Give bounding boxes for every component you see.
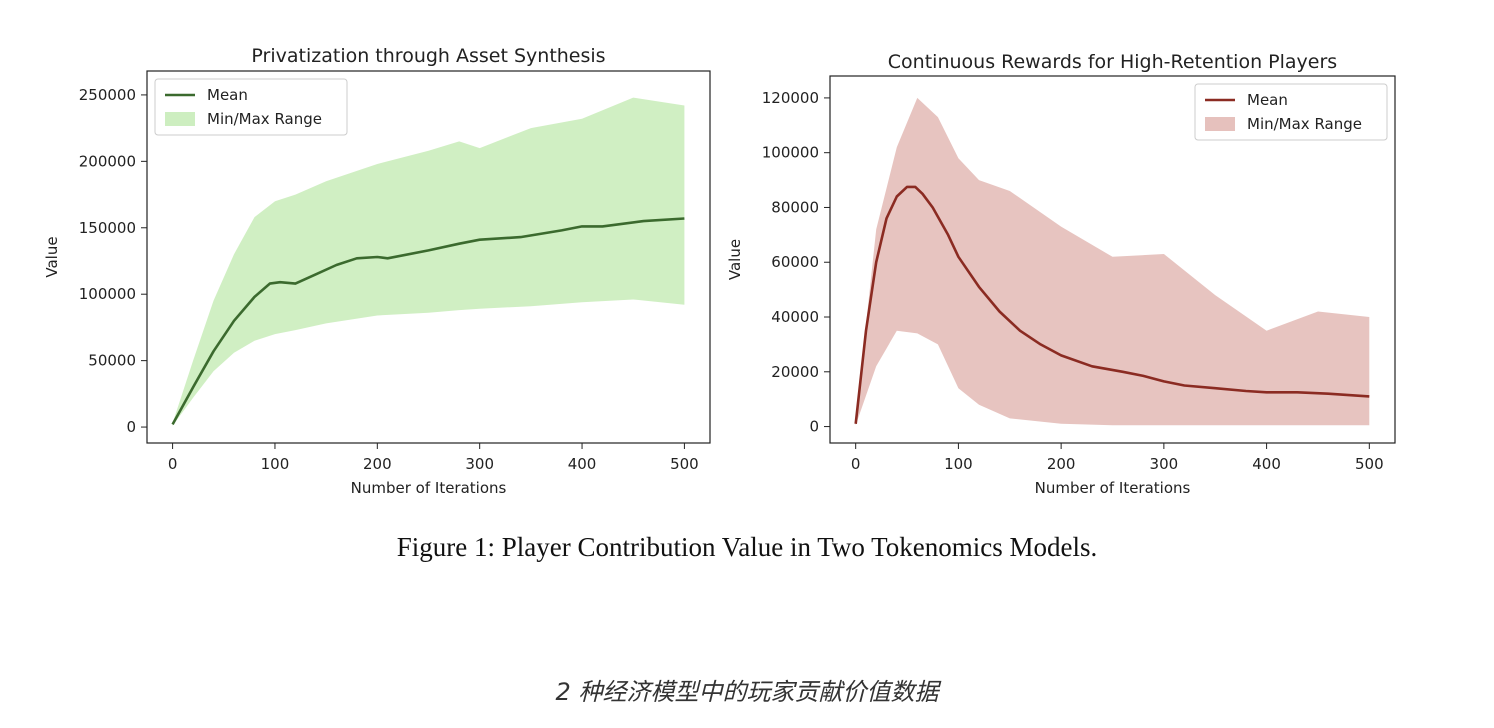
chart2-y-tick-label: 20000 (771, 363, 819, 381)
chart2-legend-box (1194, 83, 1388, 141)
chart2-legend: Mean Min/Max Range (1194, 83, 1388, 141)
chart2-x-tick-label: 200 (1047, 455, 1076, 473)
chart1-y-tick-label: 50000 (88, 352, 136, 370)
chart1-legend-band-label: Min/Max Range (207, 110, 322, 128)
chart2-mean-line (854, 185, 1370, 424)
chart1-legend-box (154, 78, 348, 136)
chart2-legend-band-swatch (1205, 117, 1235, 131)
chart2-y-axis-label: Value (726, 239, 744, 280)
chart2-group: 0 100 200 300 400 500 0 20000 40000 60000 80000 100… (726, 51, 1396, 497)
chart1-legend-band-swatch (165, 112, 195, 126)
chart2-minmax-band (855, 97, 1370, 426)
chart1-x-tick-label: 200 (363, 455, 392, 473)
chart1-title: Privatization through Asset Synthesis (251, 45, 605, 67)
chart2-y-tick-label: 120000 (762, 89, 819, 107)
chart1-plot-frame (146, 70, 711, 444)
image-caption: 2 种经济模型中的玩家贡献价值数据 (555, 678, 939, 706)
chart1-legend-mean-label: Mean (207, 86, 248, 104)
chart2-x-tick-label: 300 (1150, 455, 1179, 473)
chart2-x-axis-label: Number of Iterations (1035, 479, 1191, 497)
chart1-mean-line (171, 217, 685, 426)
chart2-x-tick-label: 500 (1355, 455, 1384, 473)
chart1-y-axis-label: Value (43, 236, 61, 277)
chart2-y-tick-label: 40000 (771, 308, 819, 326)
chart1-legend: Mean Min/Max Range (154, 78, 348, 136)
chart2-y-tick-label: 60000 (771, 253, 819, 271)
figure-caption: Figure 1: Player Contribution Value in T… (396, 532, 1098, 562)
chart1-x-tick-label: 100 (261, 455, 290, 473)
chart1-y-tick-label: 0 (126, 418, 136, 436)
chart1-x-tick-label: 500 (670, 455, 699, 473)
chart1-minmax-band (172, 97, 685, 426)
chart2-plot-frame (829, 75, 1396, 444)
chart1-y-tick-label: 250000 (79, 86, 136, 104)
chart1-x-tick-label: 0 (168, 455, 178, 473)
chart1-x-tick-label: 400 (568, 455, 597, 473)
chart2-legend-mean-label: Mean (1247, 91, 1288, 109)
chart2-x-tick-label: 0 (851, 455, 861, 473)
chart2-y-tick-label: 0 (809, 418, 819, 436)
chart2-y-tick-label: 100000 (762, 144, 819, 162)
chart2-x-tick-label: 100 (944, 455, 973, 473)
chart1-y-tick-label: 150000 (79, 219, 136, 237)
chart2-title: Continuous Rewards for High-Retention Pl… (888, 51, 1337, 73)
chart1-group: 0 100 200 300 400 500 0 50000 100000 150000 200000… (43, 45, 711, 497)
chart1-y-tick-label: 200000 (79, 152, 136, 170)
chart1-x-axis-label: Number of Iterations (351, 479, 507, 497)
figure-charts: 0 100 200 300 400 500050000100000150000200000… (43, 45, 1396, 497)
chart1-x-tick-label: 300 (465, 455, 494, 473)
chart1-y-tick-label: 100000 (79, 285, 136, 303)
chart2-legend-band-label: Min/Max Range (1247, 115, 1362, 133)
chart2-y-tick-label: 80000 (771, 198, 819, 216)
chart2-x-tick-label: 400 (1252, 455, 1281, 473)
